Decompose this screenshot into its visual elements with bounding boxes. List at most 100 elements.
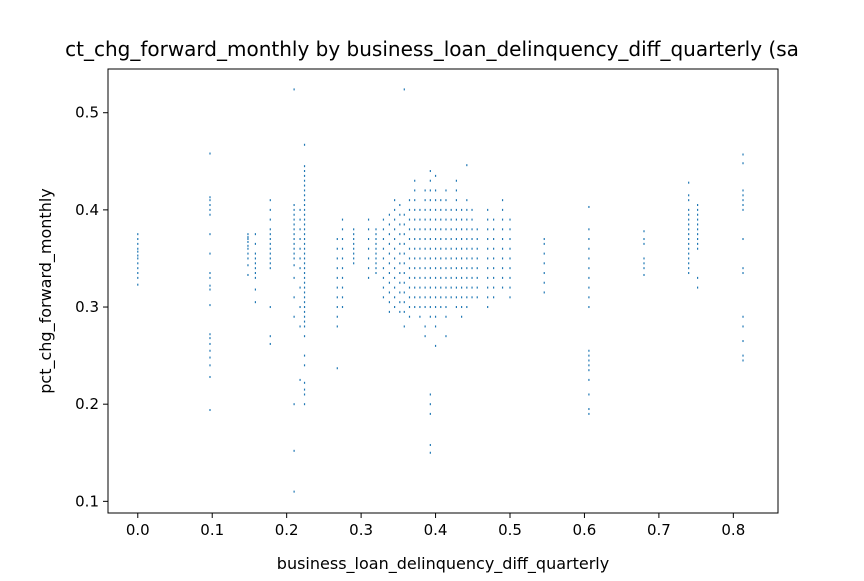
data-point [434, 267, 437, 270]
data-point [367, 257, 370, 260]
data-point [440, 296, 442, 299]
data-point [471, 267, 473, 270]
data-point [293, 315, 295, 318]
data-point [688, 218, 690, 221]
data-point [414, 286, 416, 289]
data-point [293, 276, 295, 279]
data-point [471, 276, 473, 279]
data-point [588, 412, 590, 415]
data-point [247, 240, 249, 243]
data-point [440, 286, 442, 289]
data-point [293, 204, 295, 207]
data-point [509, 218, 511, 221]
data-point [424, 286, 426, 289]
data-point [434, 228, 437, 231]
data-point [247, 252, 249, 255]
data-point [688, 194, 690, 197]
data-point [336, 257, 338, 260]
data-point [476, 257, 478, 260]
data-point [269, 233, 271, 236]
data-point [688, 181, 690, 184]
data-point [303, 281, 306, 284]
data-point [341, 267, 344, 270]
data-point [299, 378, 301, 381]
data-point [461, 228, 463, 231]
data-point [394, 199, 396, 202]
data-point [487, 286, 489, 289]
y-tick-label: 0.2 [75, 395, 99, 413]
data-point [399, 291, 401, 294]
data-point [434, 325, 437, 328]
data-point [394, 286, 396, 289]
data-point [429, 179, 431, 182]
data-point [137, 242, 139, 245]
data-point [434, 315, 437, 318]
data-point [697, 208, 699, 211]
data-point [742, 162, 744, 165]
data-point [382, 218, 385, 221]
data-point [303, 179, 306, 182]
data-point [303, 320, 306, 323]
data-point [209, 409, 211, 412]
data-point [303, 218, 306, 221]
data-point [293, 223, 295, 226]
data-point [466, 164, 468, 167]
data-point [429, 170, 431, 173]
data-point [414, 257, 416, 260]
data-point [209, 196, 211, 199]
data-point [293, 218, 295, 221]
data-point [353, 242, 355, 245]
data-point [137, 272, 139, 275]
y-tick-label: 0.3 [75, 298, 99, 316]
data-point [509, 247, 511, 250]
data-point [303, 272, 306, 275]
data-point [445, 218, 447, 221]
data-point [450, 267, 452, 270]
data-point [588, 408, 590, 411]
data-point [399, 272, 401, 275]
data-point [375, 262, 377, 265]
data-point [501, 199, 504, 202]
data-point [269, 257, 271, 260]
data-point [403, 325, 405, 328]
data-point [137, 262, 139, 265]
data-point [429, 247, 431, 250]
data-points-layer [137, 88, 744, 493]
data-point [450, 208, 452, 211]
data-point [487, 257, 489, 260]
data-point [375, 272, 377, 275]
data-point [341, 286, 344, 289]
data-point [742, 153, 744, 156]
data-point [303, 174, 306, 177]
data-point [697, 204, 699, 207]
data-point [434, 247, 437, 250]
data-point [543, 291, 545, 294]
data-point [353, 257, 355, 260]
data-point [299, 306, 301, 309]
data-point [303, 388, 306, 391]
data-point [375, 247, 377, 250]
data-point [434, 238, 437, 241]
data-point [388, 301, 390, 304]
data-point [399, 310, 401, 313]
data-point [742, 272, 744, 275]
data-point [414, 247, 416, 250]
data-point [471, 247, 473, 250]
data-point [588, 349, 590, 352]
data-point [303, 325, 306, 328]
data-point [493, 296, 495, 299]
data-point [293, 238, 295, 241]
data-point [455, 238, 457, 241]
data-point [466, 286, 468, 289]
data-point [455, 208, 457, 211]
data-point [466, 247, 468, 250]
data-point [299, 286, 301, 289]
data-point [440, 247, 442, 250]
data-point [303, 286, 306, 289]
data-point [461, 208, 463, 211]
data-point [543, 272, 545, 275]
data-point [445, 238, 447, 241]
data-point [403, 88, 405, 91]
data-point [303, 228, 306, 231]
y-tick-label: 0.4 [75, 201, 99, 219]
